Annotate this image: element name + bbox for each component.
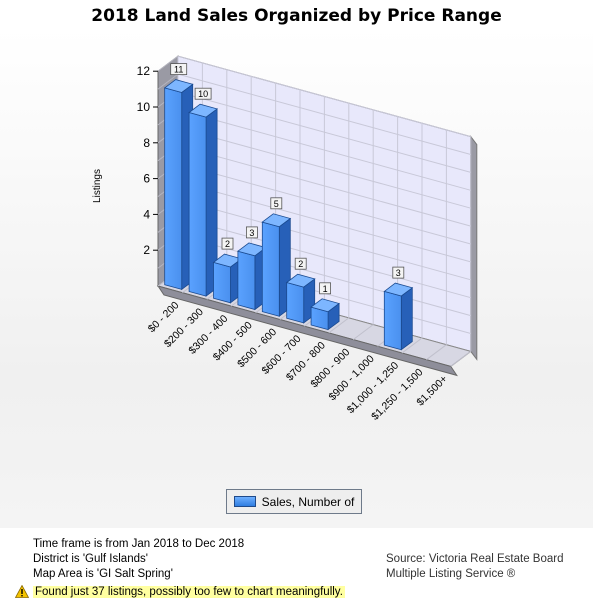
info-district: District is 'Gulf Islands'	[33, 553, 148, 565]
data-label: 3	[249, 228, 254, 238]
bar-top	[285, 273, 316, 288]
bar: 5	[261, 197, 292, 317]
bar-front	[164, 87, 183, 290]
gridline-side	[157, 73, 179, 90]
bar-top	[310, 298, 340, 313]
source-line-1: Source: Victoria Real Estate Board	[386, 553, 564, 565]
gridline-floor	[401, 337, 423, 354]
chart-floor-edge	[156, 285, 458, 377]
data-label-box	[194, 87, 212, 100]
legend-label: Sales, Number of	[261, 494, 355, 509]
legend-swatch	[233, 496, 256, 507]
gridline-side	[157, 55, 179, 72]
info-timeframe: Time frame is from Jan 2018 to Dec 2018	[33, 538, 245, 550]
bar: 3	[383, 266, 414, 351]
data-label: 11	[174, 65, 183, 75]
bar: 11	[163, 63, 194, 291]
y-axis-label: Listings	[92, 169, 103, 203]
data-label-box	[245, 226, 258, 239]
gridline-floor	[450, 350, 472, 367]
data-label-box	[221, 237, 234, 250]
bar-top	[163, 79, 194, 93]
source-line-2: Multiple Listing Service ®	[386, 568, 516, 580]
gridline-floor	[328, 317, 350, 334]
bar-front	[383, 290, 402, 351]
bar-front	[286, 281, 305, 324]
y-tick-label: 4	[143, 207, 150, 221]
gridline-floor	[426, 344, 447, 361]
data-label-box	[294, 257, 307, 270]
data-label: 2	[298, 259, 303, 269]
warning-text: Found just 37 listings, possibly too few…	[33, 585, 345, 598]
data-label: 5	[274, 199, 279, 209]
chart-right-edge	[470, 135, 478, 361]
y-tick-label: 10	[137, 100, 151, 114]
bar-front	[261, 221, 280, 317]
info-area: Map Area is 'GI Salt Spring'	[33, 568, 173, 580]
data-label: 1	[323, 284, 328, 294]
y-tick-label: 6	[143, 172, 150, 186]
bar-front	[188, 111, 207, 297]
chart-legend: Sales, Number of	[226, 489, 362, 514]
data-label: 2	[225, 239, 230, 249]
data-label-box	[392, 266, 405, 279]
data-label-box	[319, 282, 332, 295]
bar-top	[383, 282, 414, 297]
y-tick-label: 12	[137, 64, 151, 78]
y-tick-label: 8	[143, 136, 150, 150]
y-tick-label: 2	[143, 243, 150, 257]
bar-top	[261, 213, 292, 228]
data-label: 3	[396, 268, 401, 278]
bar-front	[237, 250, 256, 311]
data-label: 10	[198, 89, 208, 99]
bar-side	[400, 287, 413, 351]
bar: 10	[188, 87, 218, 297]
bar-top	[188, 103, 218, 118]
data-label-box	[270, 197, 283, 210]
warning-triangle-icon	[15, 585, 29, 598]
warning-message: Found just 37 listings, possibly too few…	[15, 585, 345, 598]
bar-front	[213, 261, 231, 304]
bar: 1	[310, 282, 340, 331]
bar: 2	[285, 257, 316, 324]
gridline-floor	[352, 324, 374, 341]
chart-title: 2018 Land Sales Organized by Price Range	[91, 6, 502, 26]
data-label-box	[170, 63, 188, 76]
